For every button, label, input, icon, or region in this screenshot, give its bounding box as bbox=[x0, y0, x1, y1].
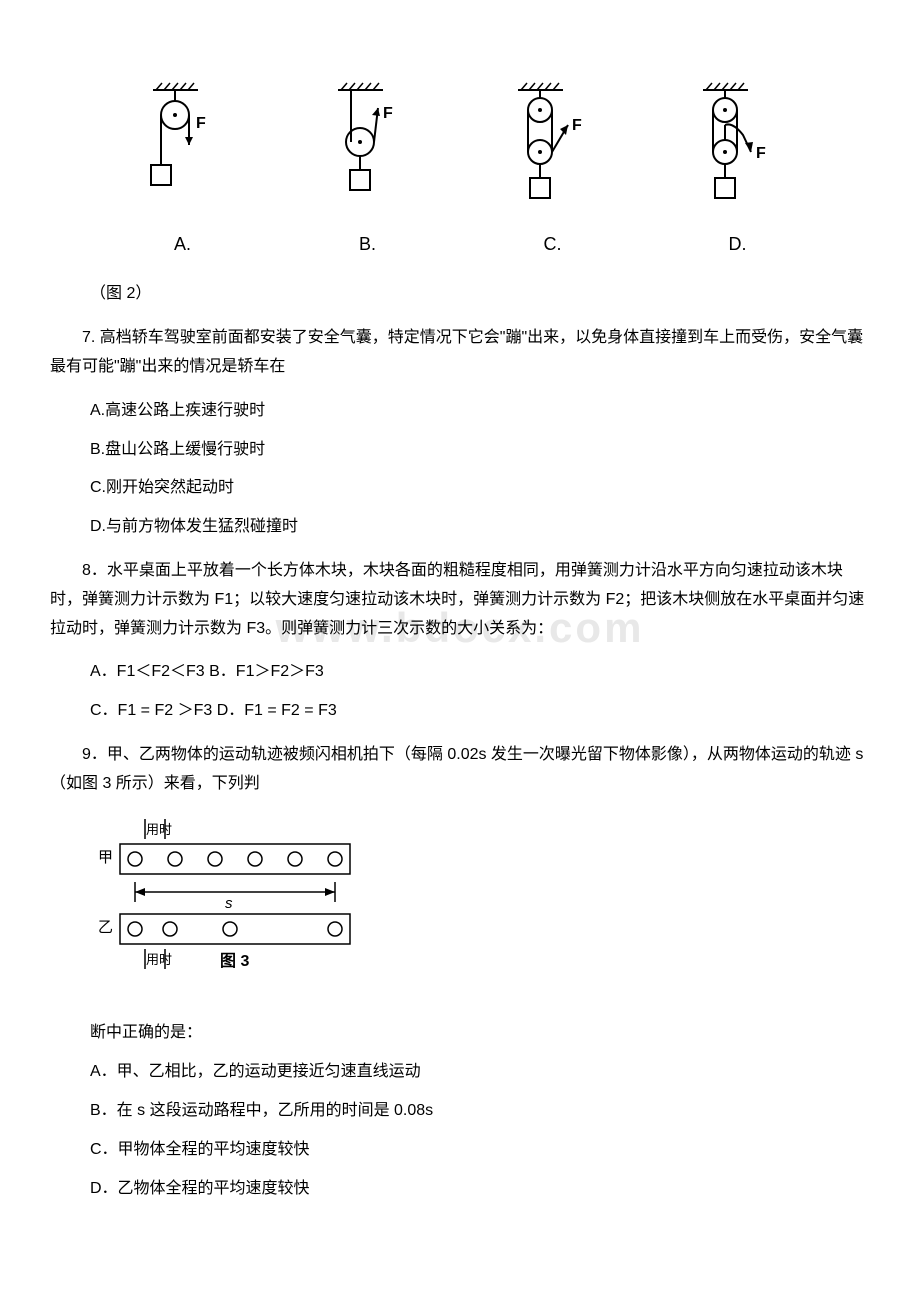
motion-diagram: 用时 甲 s 乙 用时 图 3 bbox=[90, 814, 870, 1005]
motion-svg: 用时 甲 s 乙 用时 图 3 bbox=[90, 814, 370, 994]
question-7-option-a: A.高速公路上疾速行驶时 bbox=[90, 397, 870, 426]
question-7-option-b: B.盘山公路上缓慢行驶时 bbox=[90, 436, 870, 465]
question-9-option-c: C．甲物体全程的平均速度较快 bbox=[90, 1136, 870, 1165]
question-9-text: 9．甲、乙两物体的运动轨迹被频闪相机拍下（每隔 0.02s 发生一次曝光留下物体… bbox=[50, 741, 870, 799]
svg-text:乙: 乙 bbox=[98, 919, 113, 936]
pulley-diagram-a: F A. bbox=[138, 80, 228, 260]
pulley-svg-c: F bbox=[508, 80, 598, 220]
pulley-svg-d: F bbox=[693, 80, 783, 220]
pulley-diagram-row: F A. F B. bbox=[50, 80, 870, 260]
diagram-label-a: A. bbox=[174, 228, 191, 260]
svg-text:图 3: 图 3 bbox=[220, 952, 249, 970]
question-8-option-ab: A．F1＜F2＜F3 B．F1＞F2＞F3 bbox=[90, 658, 870, 687]
question-7-text: 7. 高档轿车驾驶室前面都安装了安全气囊，特定情况下它会"蹦"出来，以免身体直接… bbox=[50, 324, 870, 382]
question-7-option-c: C.刚开始突然起动时 bbox=[90, 474, 870, 503]
pulley-diagram-c: F C. bbox=[508, 80, 598, 260]
question-9-option-b: B．在 s 这段运动路程中，乙所用的时间是 0.08s bbox=[90, 1097, 870, 1126]
figure-2-caption: （图 2） bbox=[90, 280, 870, 309]
svg-text:F: F bbox=[196, 115, 206, 132]
svg-text:甲: 甲 bbox=[98, 849, 113, 866]
svg-text:用时: 用时 bbox=[146, 822, 172, 837]
question-9-option-a: A．甲、乙相比，乙的运动更接近匀速直线运动 bbox=[90, 1058, 870, 1087]
svg-text:s: s bbox=[225, 895, 233, 912]
diagram-label-b: B. bbox=[359, 228, 376, 260]
question-8-option-cd: C．F1 = F2 ＞F3 D．F1 = F2 = F3 bbox=[90, 697, 870, 726]
diagram-label-c: C. bbox=[544, 228, 562, 260]
document-content: F A. F B. bbox=[50, 80, 870, 1203]
pulley-svg-b: F bbox=[323, 80, 413, 220]
svg-text:F: F bbox=[572, 117, 582, 134]
pulley-svg-a: F bbox=[138, 80, 228, 220]
svg-text:F: F bbox=[756, 145, 766, 162]
svg-text:用时: 用时 bbox=[146, 952, 172, 967]
question-9-continuation: 断中正确的是： bbox=[90, 1019, 870, 1048]
pulley-diagram-d: F D. bbox=[693, 80, 783, 260]
question-8-text: 8．水平桌面上平放着一个长方体木块，木块各面的粗糙程度相同，用弹簧测力计沿水平方… bbox=[50, 557, 870, 643]
pulley-diagram-b: F B. bbox=[323, 80, 413, 260]
svg-text:F: F bbox=[383, 105, 393, 122]
question-9-option-d: D．乙物体全程的平均速度较快 bbox=[90, 1175, 870, 1204]
diagram-label-d: D. bbox=[729, 228, 747, 260]
question-7-option-d: D.与前方物体发生猛烈碰撞时 bbox=[90, 513, 870, 542]
